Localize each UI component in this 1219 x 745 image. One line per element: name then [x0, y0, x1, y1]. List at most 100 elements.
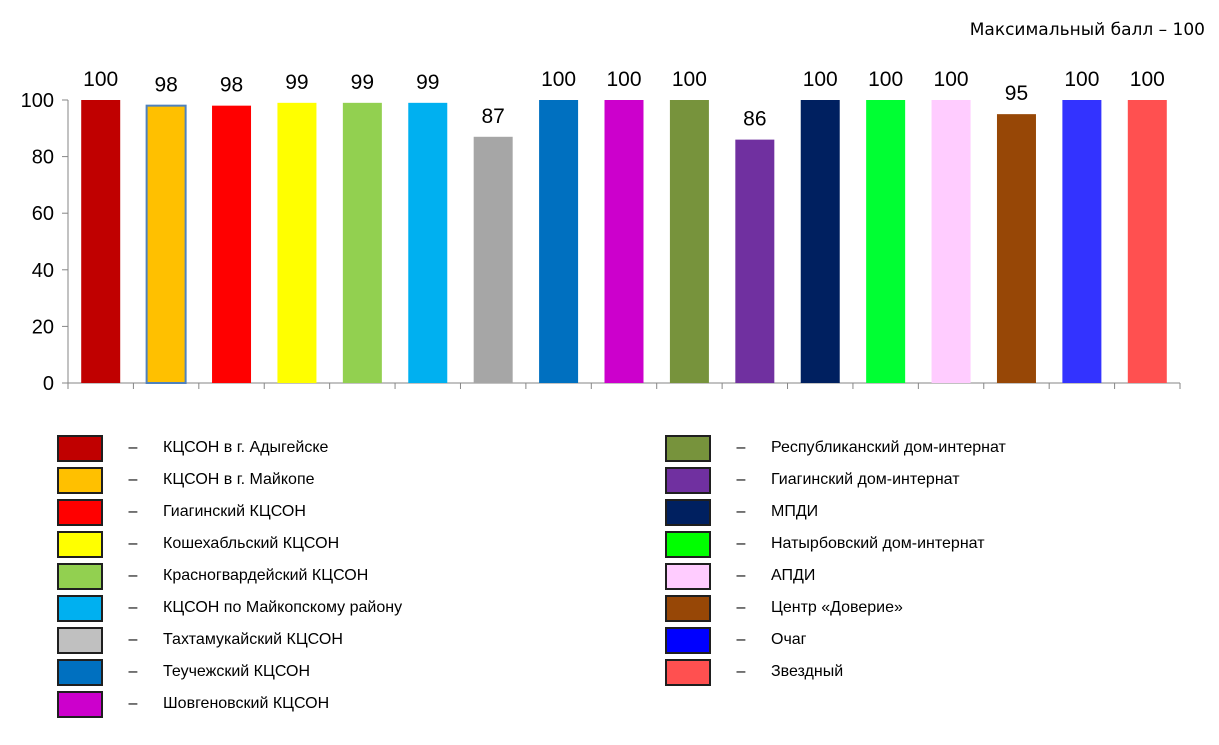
bar	[669, 100, 709, 383]
bar-value-label: 100	[672, 68, 707, 91]
legend-dash: –	[128, 535, 138, 552]
legend-dash: –	[128, 631, 138, 648]
legend-label: Республиканский дом-интернат	[771, 439, 1006, 456]
legend-item: – Республиканский дом-интернат	[665, 432, 1006, 464]
legend-label: Теучежский КЦСОН	[163, 663, 311, 680]
legend-swatch	[57, 562, 103, 590]
legend-swatch	[57, 690, 103, 718]
legend-dash: –	[736, 631, 746, 648]
y-tick-label: 60	[32, 203, 54, 225]
y-tick-label: 40	[32, 260, 54, 282]
legend-swatch	[665, 434, 711, 462]
bar	[735, 139, 775, 383]
legend-label: Кошехабльский КЦСОН	[163, 535, 340, 552]
bar	[342, 102, 382, 383]
bar-value-label: 99	[285, 71, 308, 94]
legend-label: Гиагинский КЦСОН	[163, 503, 306, 520]
bar	[931, 100, 971, 383]
bar-value-label: 100	[606, 68, 641, 91]
y-tick-label: 80	[32, 147, 54, 169]
bar	[539, 100, 579, 383]
legend-swatch	[57, 530, 103, 558]
legend-dash: –	[736, 439, 746, 456]
legend-dash: –	[128, 471, 138, 488]
legend-swatch	[665, 562, 711, 590]
y-tick-label: 100	[21, 90, 54, 112]
legend-dash: –	[128, 599, 138, 616]
legend-swatch	[665, 498, 711, 526]
legend-left-column: – КЦСОН в г. Адыгейске – КЦСОН в г. Майкопе…	[57, 432, 402, 720]
bar-value-label: 98	[154, 74, 177, 97]
bar	[1062, 100, 1102, 383]
bar-value-label: 86	[743, 108, 766, 131]
legend-item: – Звездный	[665, 656, 1006, 688]
bar	[1127, 100, 1167, 383]
legend-label: Тахтамукайский КЦСОН	[163, 631, 343, 648]
legend-dash: –	[736, 503, 746, 520]
legend-label: Красногвардейский КЦСОН	[163, 567, 369, 584]
bar-value-label: 87	[481, 105, 504, 128]
legend-item: – КЦСОН по Майкопскому району	[57, 592, 402, 624]
legend-item: – Центр «Доверие»	[665, 592, 1006, 624]
bar-value-label: 95	[1005, 82, 1028, 105]
bar-value-label: 99	[351, 71, 374, 94]
legend-dash: –	[128, 663, 138, 680]
legend-swatch	[57, 594, 103, 622]
legend-label: КЦСОН по Майкопскому району	[163, 599, 403, 616]
legend-label: Гиагинский дом-интернат	[771, 471, 960, 488]
legend-item: – КЦСОН в г. Адыгейске	[57, 432, 402, 464]
legend-item: – Красногвардейский КЦСОН	[57, 560, 402, 592]
bar-value-label: 100	[541, 68, 576, 91]
legend-dash: –	[736, 599, 746, 616]
bar-value-label: 100	[934, 68, 969, 91]
bar-value-label: 100	[83, 68, 118, 91]
bar	[866, 100, 906, 383]
legend-label: АПДИ	[771, 567, 816, 584]
legend-item: – Гиагинский дом-интернат	[665, 464, 1006, 496]
max-score-note: Максимальный балл – 100	[969, 20, 1205, 40]
legend-label: Шовгеновский КЦСОН	[163, 695, 330, 712]
legend-item: – Тахтамукайский КЦСОН	[57, 624, 402, 656]
legend-label: Очаг	[771, 631, 807, 648]
legend-label: Центр «Доверие»	[771, 599, 903, 616]
legend-item: – АПДИ	[665, 560, 1006, 592]
legend-swatch	[57, 626, 103, 654]
bar-value-label: 99	[416, 71, 439, 94]
legend-label: КЦСОН в г. Майкопе	[163, 471, 315, 488]
legend-swatch	[57, 434, 103, 462]
legend-item: – Шовгеновский КЦСОН	[57, 688, 402, 720]
bar-value-label: 100	[1130, 68, 1165, 91]
bar	[145, 104, 187, 384]
bar	[212, 105, 252, 383]
legend-swatch	[57, 658, 103, 686]
legend-item: – КЦСОН в г. Майкопе	[57, 464, 402, 496]
bar	[408, 102, 448, 383]
legend-label: Звездный	[771, 663, 844, 680]
legend-label: КЦСОН в г. Адыгейске	[163, 439, 329, 456]
bar	[604, 100, 644, 383]
y-tick-label: 20	[32, 316, 54, 338]
legend-item: – Гиагинский КЦСОН	[57, 496, 402, 528]
legend-dash: –	[128, 567, 138, 584]
legend-dash: –	[736, 663, 746, 680]
legend-swatch	[665, 658, 711, 686]
legend-item: – Натырбовский дом-интернат	[665, 528, 1006, 560]
bar-value-label: 98	[220, 74, 243, 97]
legend-dash: –	[736, 567, 746, 584]
legend-item: – Теучежский КЦСОН	[57, 656, 402, 688]
legend-dash: –	[128, 439, 138, 456]
legend-dash: –	[736, 535, 746, 552]
legend-dash: –	[128, 695, 138, 712]
legend-swatch	[57, 466, 103, 494]
legend-swatch	[665, 626, 711, 654]
bar-value-label: 100	[1064, 68, 1099, 91]
legend-right-column: – Республиканский дом-интернат – Гиагинский…	[665, 432, 1006, 688]
bar	[81, 100, 121, 383]
legend-label: МПДИ	[771, 503, 819, 520]
bar	[473, 136, 513, 383]
legend-swatch	[665, 594, 711, 622]
legend-swatch	[665, 466, 711, 494]
legend-swatch	[665, 530, 711, 558]
legend-item: – Очаг	[665, 624, 1006, 656]
legend-dash: –	[128, 503, 138, 520]
